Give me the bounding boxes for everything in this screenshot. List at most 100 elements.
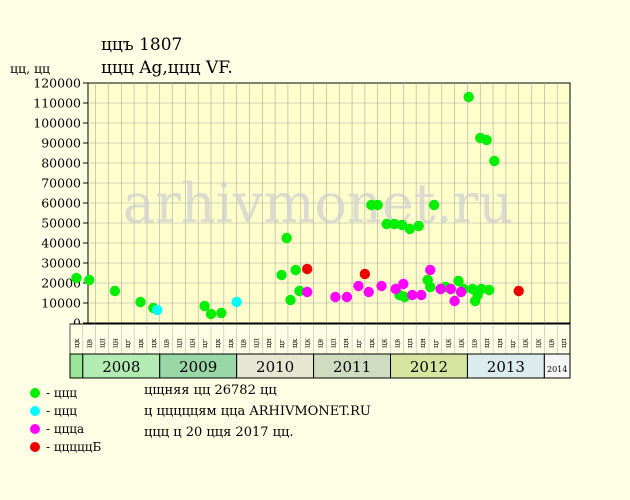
data-point bbox=[353, 280, 364, 292]
data-point bbox=[463, 91, 474, 103]
month-tick-label: цк bbox=[290, 338, 299, 348]
y-tick-labels: 0 10000 20000 30000 40000 50000 60000 70000 8000… bbox=[33, 76, 88, 331]
year-band: 2008 2009 2010 2011 2012 2013 2014 bbox=[69, 353, 571, 379]
month-tick-labels: цк цв цп цн цг цк цк цв цп цн цг цк цк цв цп цн цг цк цк цв… bbox=[69, 324, 568, 354]
year-label: 2009 bbox=[179, 358, 217, 376]
data-point bbox=[290, 264, 301, 276]
month-tick-label: цг bbox=[123, 339, 132, 348]
data-point bbox=[341, 291, 353, 303]
data-point bbox=[435, 283, 446, 295]
month-tick-label: цп bbox=[98, 338, 107, 348]
data-point bbox=[281, 232, 292, 244]
data-point bbox=[484, 284, 495, 296]
legend-dot bbox=[30, 442, 40, 452]
y-tick-label: 100000 bbox=[33, 116, 81, 131]
data-point bbox=[330, 291, 341, 303]
data-point bbox=[301, 263, 313, 275]
year-label: 2010 bbox=[256, 358, 294, 376]
month-tick-label: цг bbox=[508, 339, 517, 348]
data-point bbox=[416, 289, 427, 301]
data-point bbox=[363, 286, 374, 298]
month-tick-label: цп bbox=[482, 338, 491, 348]
note-line: цщняя цц 26782 цц bbox=[144, 383, 277, 398]
legend-label: - ццц bbox=[46, 404, 78, 418]
horizontal-grid bbox=[88, 102, 570, 304]
legend-item: - ццца bbox=[30, 420, 101, 438]
month-tick-label: цп bbox=[559, 338, 568, 348]
data-point bbox=[285, 294, 296, 306]
chart-subtitle: ццц Ag,ццц VF. bbox=[101, 58, 233, 78]
year-cell bbox=[69, 353, 84, 379]
month-tick-label: цк bbox=[367, 338, 376, 348]
legend-item: - цццццБ bbox=[30, 438, 101, 456]
data-point bbox=[455, 286, 467, 298]
data-point bbox=[389, 218, 400, 230]
data-point bbox=[413, 220, 424, 232]
legend-dot bbox=[30, 424, 40, 434]
month-tick-label: цк bbox=[521, 338, 530, 348]
legend-item: - ццц bbox=[30, 384, 101, 402]
data-point bbox=[205, 308, 217, 320]
y-tick-label: 20000 bbox=[41, 276, 81, 291]
month-tick-label: цп bbox=[328, 338, 337, 348]
y-tick-label: 110000 bbox=[33, 96, 81, 111]
data-point bbox=[294, 285, 305, 297]
data-point bbox=[445, 283, 456, 295]
month-tick-label: цк bbox=[213, 338, 222, 348]
legend-dot bbox=[30, 406, 40, 416]
year-cell bbox=[313, 353, 392, 379]
data-point bbox=[404, 223, 415, 235]
year-label: 2011 bbox=[333, 358, 371, 376]
y-tick-label: 40000 bbox=[41, 236, 81, 251]
data-point bbox=[135, 296, 146, 308]
y-tick-label: 0 bbox=[73, 316, 81, 331]
month-tick-label: цв bbox=[469, 339, 478, 348]
month-tick-label: цн bbox=[341, 338, 350, 348]
month-tick-label: цн bbox=[110, 338, 119, 348]
data-point bbox=[301, 286, 313, 298]
month-tick-label: цн bbox=[187, 338, 196, 348]
month-tick-label: цк bbox=[149, 338, 158, 348]
legend-label: - ццца bbox=[46, 422, 85, 436]
month-tick-label: цв bbox=[546, 339, 555, 348]
data-point bbox=[476, 283, 487, 295]
y-tick-label: 70000 bbox=[41, 176, 81, 191]
year-cell bbox=[466, 353, 545, 379]
month-tick-label: цв bbox=[162, 339, 171, 348]
data-point bbox=[109, 285, 121, 297]
year-label: 2014 bbox=[547, 365, 567, 374]
note-line: ц цццццям цца ARHIVMONET.RU bbox=[144, 404, 371, 419]
data-point bbox=[84, 274, 95, 286]
year-label: 2013 bbox=[487, 358, 525, 376]
data-point bbox=[489, 155, 500, 167]
y-tick-label: 50000 bbox=[41, 216, 81, 231]
data-point bbox=[390, 283, 401, 295]
y-tick-label: 60000 bbox=[41, 196, 81, 211]
month-tick-label: цк bbox=[380, 338, 389, 348]
data-point bbox=[381, 218, 392, 230]
data-point bbox=[453, 275, 464, 287]
data-point bbox=[449, 295, 460, 307]
month-tick-label: цк bbox=[444, 338, 453, 348]
month-tick-label: цв bbox=[316, 339, 325, 348]
month-tick-label: цн bbox=[418, 338, 427, 348]
data-point bbox=[372, 199, 383, 211]
data-point bbox=[276, 269, 287, 281]
data-point bbox=[359, 268, 371, 280]
year-cell bbox=[390, 353, 468, 379]
y-tick-label: 120000 bbox=[33, 76, 81, 91]
data-point bbox=[151, 304, 163, 316]
y-axis-label: цц, цц bbox=[10, 61, 50, 76]
month-tick-label: цп bbox=[405, 338, 414, 348]
month-tick-label: цн bbox=[495, 338, 504, 348]
month-tick-label: цк bbox=[72, 338, 81, 348]
notes: цщняя цц 26782 цц ц цццццям цца ARHIVMON… bbox=[144, 380, 371, 443]
year-cell bbox=[159, 353, 238, 379]
data-point bbox=[425, 281, 436, 293]
month-tick-label: цг bbox=[277, 339, 286, 348]
month-tick-label: цк bbox=[533, 338, 542, 348]
chart-title: ццъ 1807 bbox=[101, 35, 182, 55]
legend-label: - цццццБ bbox=[46, 440, 102, 454]
year-cell bbox=[543, 353, 571, 379]
